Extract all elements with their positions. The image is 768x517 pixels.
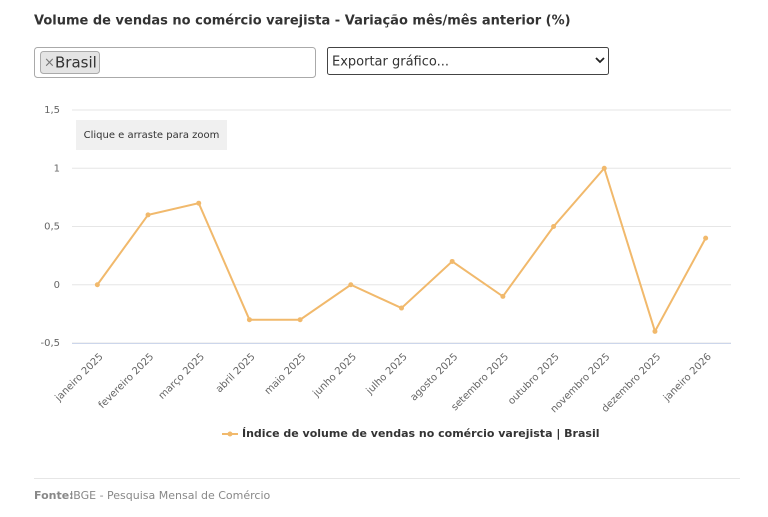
data-point — [551, 224, 557, 229]
data-point — [246, 317, 252, 323]
y-tick-label: 0 — [54, 280, 60, 291]
data-point — [449, 258, 455, 264]
y-tick-label: 0,5 — [44, 222, 60, 233]
data-point — [348, 282, 354, 288]
data-point — [601, 165, 607, 171]
filter-tag-label: Brasil — [55, 54, 97, 72]
data-point — [145, 212, 151, 218]
data-point — [652, 328, 658, 334]
source: IBGE - Pesquisa Mensal de Comércio — [70, 489, 271, 502]
data-point — [297, 317, 303, 323]
filter-remove[interactable]: × — [44, 56, 55, 71]
y-tick-label: 1,5 — [44, 105, 60, 116]
y-tick-label: -0,5 — [40, 338, 60, 349]
source-label: Fonte: — [34, 489, 74, 502]
data-point — [703, 235, 709, 241]
export-select[interactable] — [327, 47, 609, 75]
legend-label: Índice de volume de vendas no comércio v… — [242, 427, 600, 440]
data-point — [500, 293, 506, 299]
filter-box[interactable] — [34, 47, 316, 78]
data-point — [94, 282, 100, 288]
select-arrow — [595, 57, 605, 64]
data-point — [196, 200, 202, 206]
filter-tag — [40, 51, 100, 74]
zoom-hint-box[interactable] — [76, 120, 227, 150]
legend-item[interactable]: Índice de volume de vendas no comércio v… — [222, 427, 600, 440]
zoom-hint: Clique e arraste para zoom — [84, 130, 220, 141]
chart-title: Volume de vendas no comércio varejista -… — [34, 14, 571, 29]
data-point — [399, 305, 404, 311]
y-tick-label: 1 — [54, 163, 60, 174]
legend-marker — [227, 431, 233, 437]
export-select-label: Exportar gráfico... — [332, 55, 449, 70]
